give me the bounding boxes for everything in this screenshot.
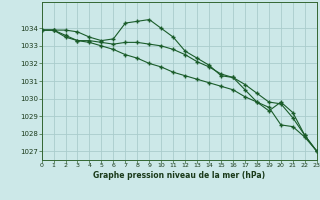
X-axis label: Graphe pression niveau de la mer (hPa): Graphe pression niveau de la mer (hPa) xyxy=(93,171,265,180)
